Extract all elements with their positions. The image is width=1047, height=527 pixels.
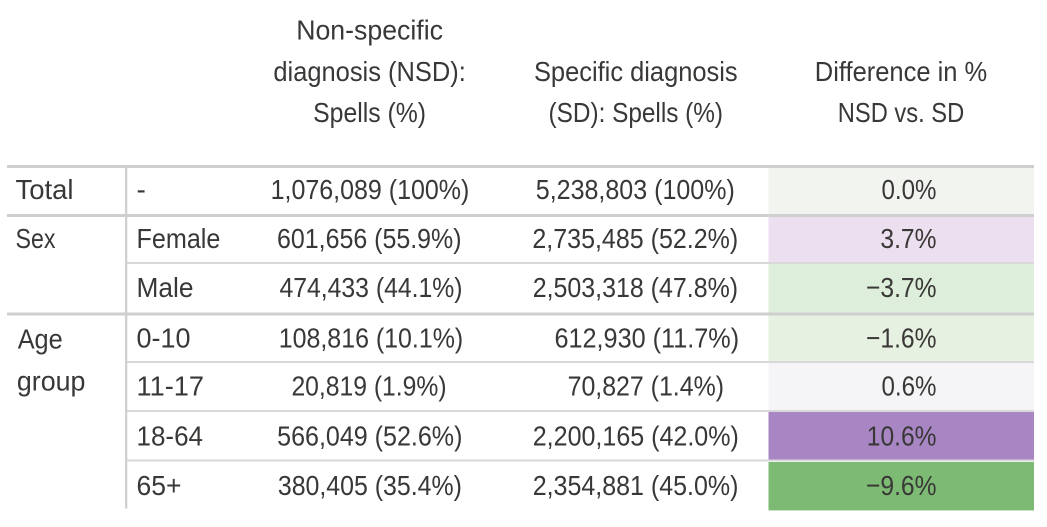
svg-text:−1.6%: −1.6% (866, 323, 937, 354)
svg-text:380,405 (35.4%): 380,405 (35.4%) (278, 470, 462, 501)
svg-text:NSD vs. SD: NSD vs. SD (838, 97, 964, 128)
svg-text:Spells (%): Spells (%) (313, 97, 426, 128)
svg-text:11-17: 11-17 (137, 371, 205, 402)
svg-text:20,819 (1.9%): 20,819 (1.9%) (291, 371, 446, 402)
svg-text:Specific diagnosis: Specific diagnosis (534, 56, 738, 87)
svg-text:Age: Age (18, 324, 63, 355)
svg-text:Difference in %: Difference in % (815, 56, 987, 87)
svg-text:Sex: Sex (16, 223, 56, 254)
svg-text:2,200,165 (42.0%): 2,200,165 (42.0%) (533, 421, 739, 452)
svg-text:Non-specific: Non-specific (296, 15, 443, 46)
svg-text:601,656 (55.9%): 601,656 (55.9%) (277, 223, 462, 254)
svg-text:0.6%: 0.6% (882, 371, 937, 402)
svg-text:0-10: 0-10 (137, 323, 191, 354)
svg-text:2,735,485 (52.2%): 2,735,485 (52.2%) (532, 223, 738, 254)
svg-text:Male: Male (137, 272, 194, 303)
svg-text:Total: Total (16, 174, 74, 205)
svg-text:65+: 65+ (137, 470, 182, 501)
svg-text:(SD): Spells (%): (SD): Spells (%) (549, 97, 724, 128)
svg-text:group: group (17, 366, 86, 397)
svg-text:2,354,881 (45.0%): 2,354,881 (45.0%) (533, 470, 739, 501)
svg-text:5,238,803 (100%): 5,238,803 (100%) (536, 174, 735, 205)
svg-text:566,049 (52.6%): 566,049 (52.6%) (277, 421, 462, 452)
svg-text:612,930 (11.7%): 612,930 (11.7%) (554, 323, 739, 354)
svg-text:108,816 (10.1%): 108,816 (10.1%) (279, 323, 464, 354)
svg-text:70,827 (1.4%): 70,827 (1.4%) (568, 371, 724, 402)
svg-text:474,433 (44.1%): 474,433 (44.1%) (279, 272, 462, 303)
svg-text:18-64: 18-64 (137, 421, 204, 452)
svg-text:0.0%: 0.0% (882, 174, 937, 205)
svg-text:10.6%: 10.6% (867, 421, 937, 452)
svg-text:1,076,089 (100%): 1,076,089 (100%) (271, 174, 470, 205)
svg-text:3.7%: 3.7% (880, 223, 936, 254)
svg-text:−3.7%: −3.7% (866, 272, 937, 303)
svg-text:Female: Female (137, 223, 221, 254)
svg-text:diagnosis (NSD):: diagnosis (NSD): (273, 56, 465, 87)
svg-text:-: - (137, 174, 146, 205)
svg-text:−9.6%: −9.6% (866, 470, 937, 501)
svg-text:2,503,318 (47.8%): 2,503,318 (47.8%) (533, 272, 738, 303)
